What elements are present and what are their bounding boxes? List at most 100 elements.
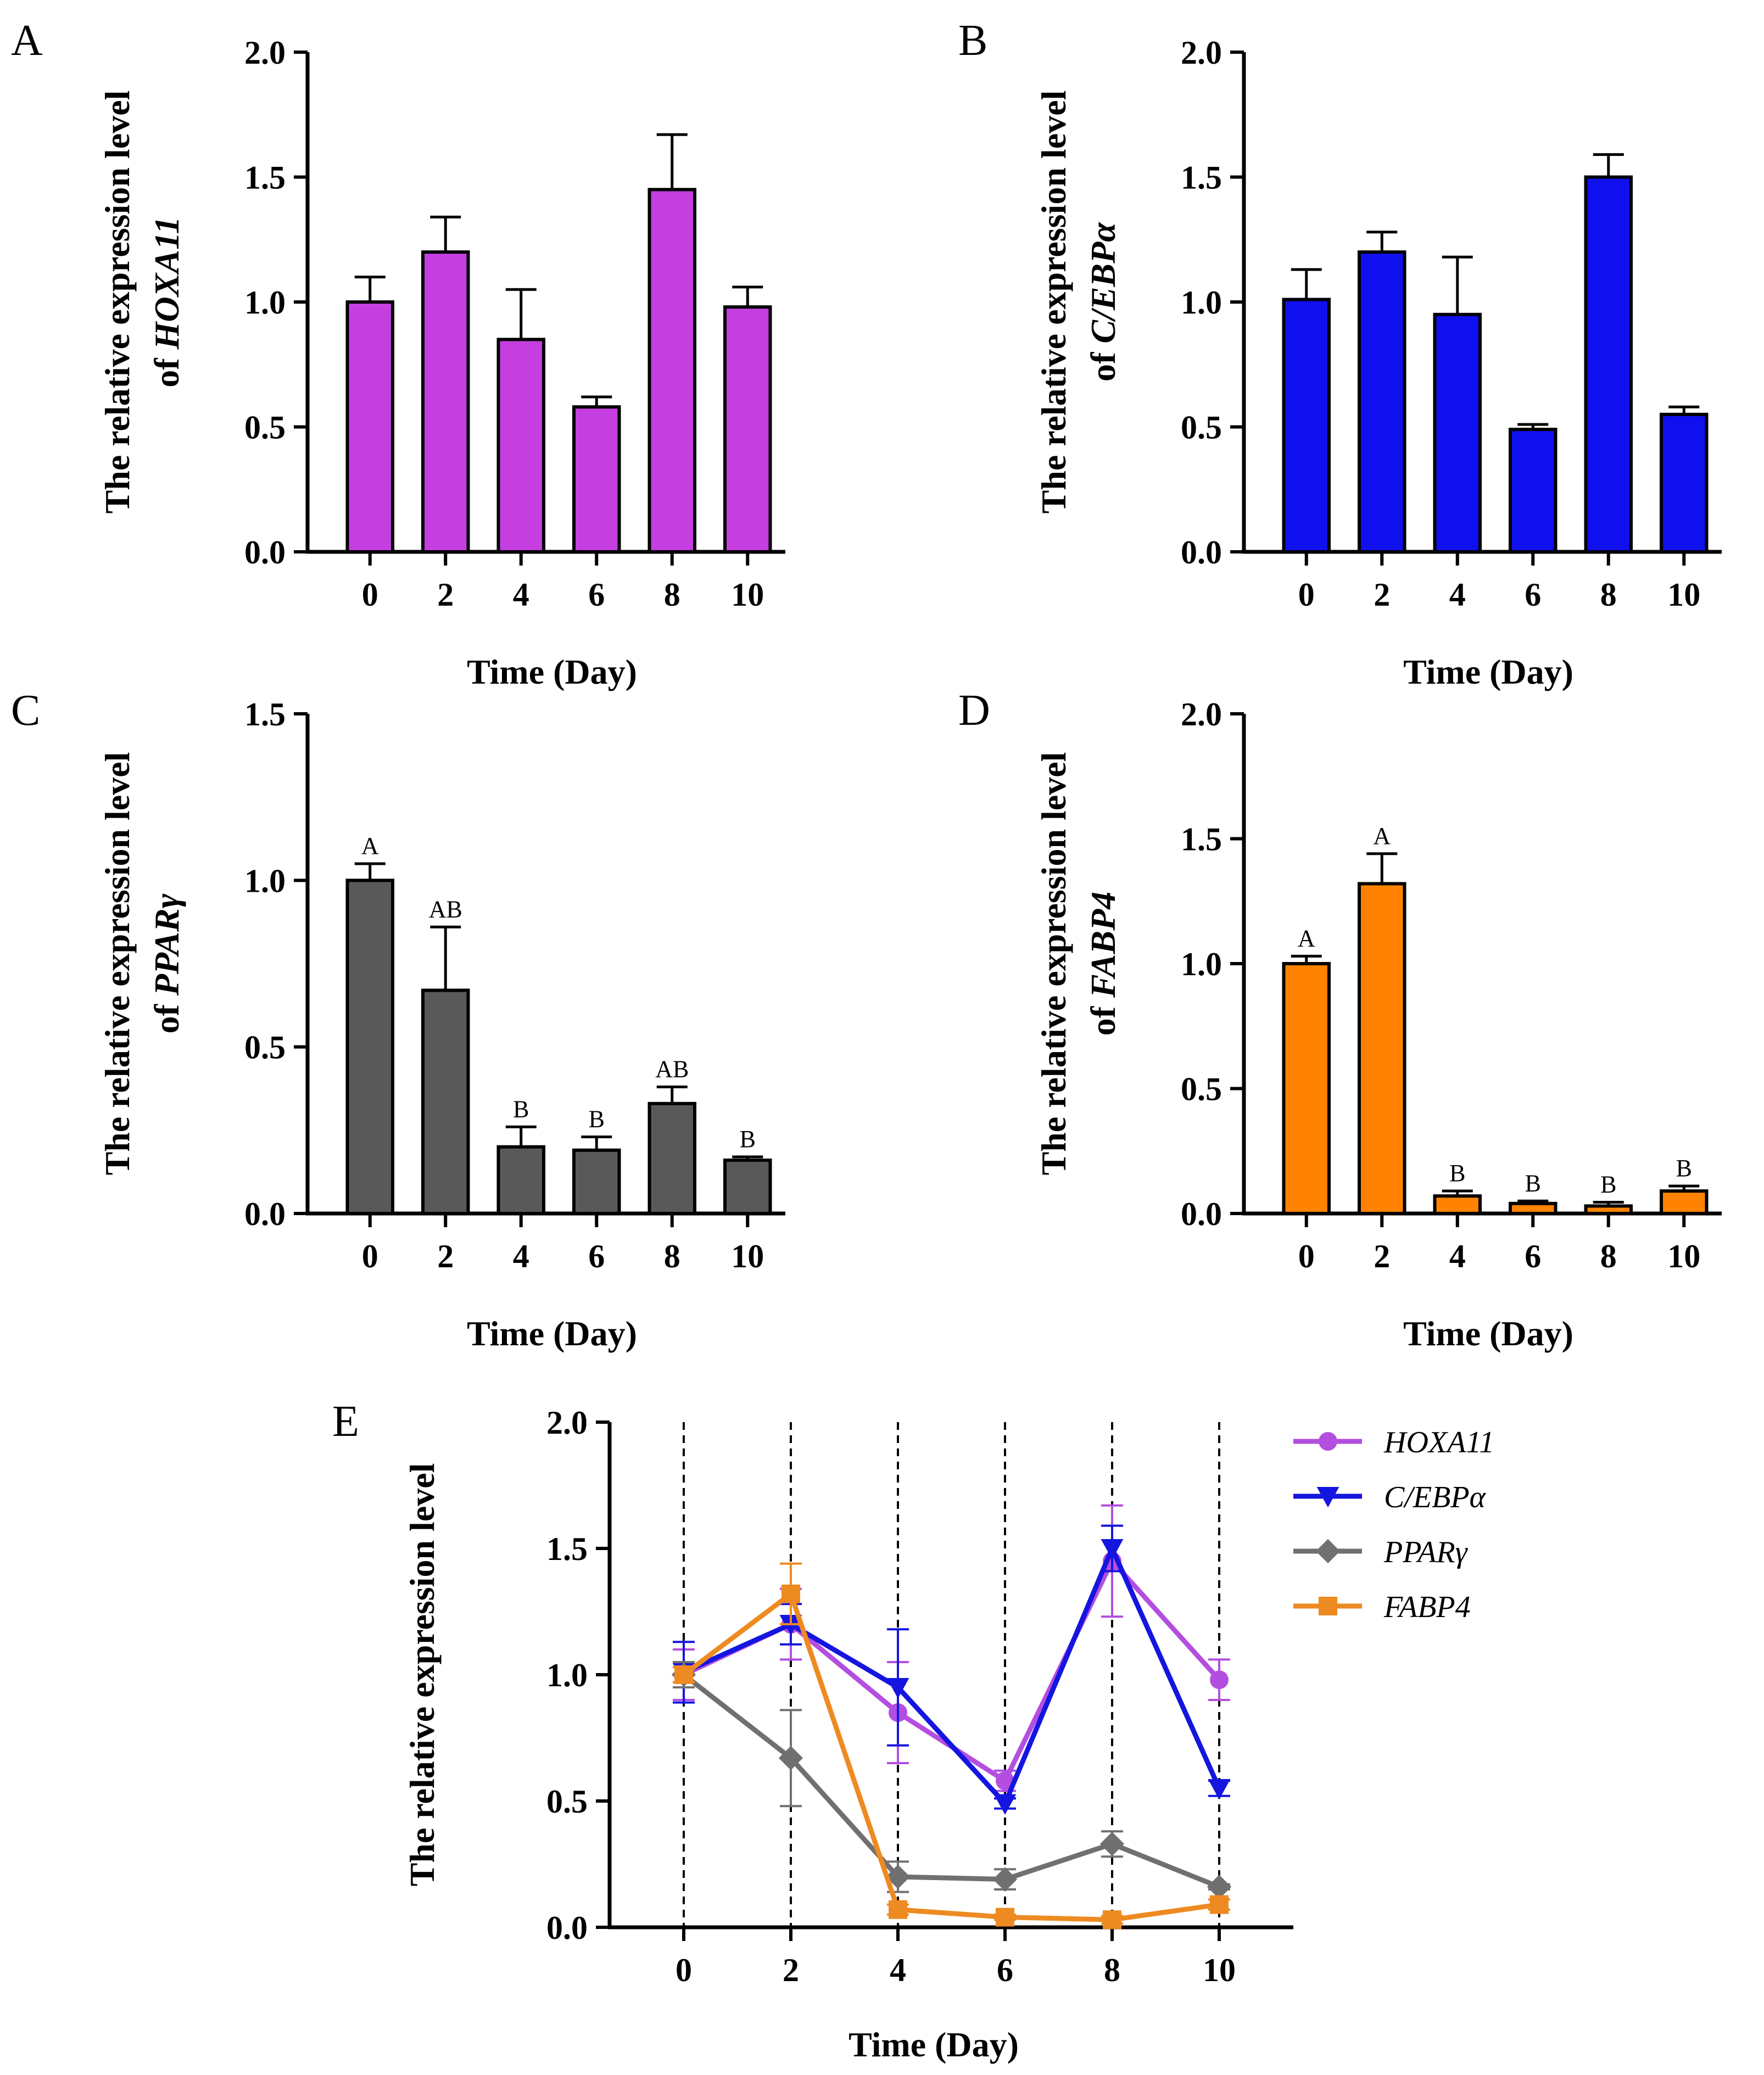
x-tick-label: 6	[997, 1952, 1013, 1988]
x-axis-title: Time (Day)	[467, 1314, 637, 1353]
bar	[421, 250, 470, 553]
y-tick-label: 1.0	[1181, 284, 1222, 321]
y-axis-prefix: of	[147, 349, 186, 387]
significance-label: B	[589, 1105, 605, 1132]
legend-label: C/EBPα	[1384, 1480, 1487, 1514]
panel-label: C	[11, 686, 40, 735]
marker-square	[889, 1900, 907, 1919]
x-tick-label: 0	[1298, 1238, 1315, 1274]
x-axis-title: Time (Day)	[1403, 1314, 1573, 1353]
x-tick-label: 10	[731, 577, 764, 613]
series-line	[683, 1542, 1222, 1808]
significance-label: AB	[655, 1055, 689, 1082]
x-tick-label: 4	[513, 1238, 529, 1274]
y-axis-gene: HOXA11	[147, 216, 186, 350]
significance-label: A	[1373, 823, 1391, 849]
marker-square	[674, 1665, 693, 1684]
bar	[572, 1148, 621, 1216]
panel-label: D	[958, 686, 990, 735]
y-axis-title: The relative expression level	[98, 752, 137, 1176]
marker-triangle	[1101, 1539, 1124, 1560]
y-tick-label: 0.5	[244, 410, 286, 446]
x-axis-title: Time (Day)	[467, 652, 637, 691]
significance-label: A	[1298, 925, 1315, 952]
x-tick-label: 2	[1374, 577, 1390, 613]
y-tick-label: 2.0	[546, 1405, 588, 1441]
x-tick-label: 8	[664, 577, 680, 613]
marker-triangle	[886, 1678, 909, 1699]
x-tick-label: 2	[1374, 1238, 1390, 1274]
y-tick-label: 0.5	[244, 1030, 286, 1066]
bar	[1509, 428, 1558, 553]
panel-D: D 0.0 0.5 1.0 1.5 2.0 0 A 2 A 4 B 6 B 8 B 10 B Time (Day) T…	[958, 686, 1722, 1353]
panel-label: A	[11, 16, 43, 65]
y-axis-gene: FABP4	[1084, 892, 1123, 998]
y-axis-prefix: of	[147, 995, 186, 1033]
significance-label: B	[1449, 1160, 1465, 1187]
y-tick-label: 0.0	[1181, 534, 1222, 571]
y-tick-label: 1.0	[244, 284, 286, 321]
y-tick-label: 0.0	[546, 1910, 588, 1946]
panel-C: C 0.0 0.5 1.0 1.5 0 A 2 AB 4 B 6 B 8 AB 10 B Time (Day) Th…	[11, 686, 785, 1353]
x-tick-label: 8	[1104, 1952, 1120, 1988]
marker-triangle	[1316, 1487, 1339, 1508]
bar	[1433, 1194, 1482, 1215]
x-tick-label: 4	[1449, 577, 1466, 613]
bar	[723, 305, 772, 553]
y-tick-label: 2.0	[1181, 696, 1222, 732]
series-cebp	[672, 1524, 1231, 1815]
marker-diamond	[1099, 1832, 1125, 1856]
bar	[1282, 962, 1331, 1215]
bar	[647, 188, 696, 553]
x-axis-title: Time (Day)	[1403, 652, 1573, 691]
y-axis-title: The relative expression level	[1034, 752, 1073, 1176]
bar	[421, 988, 470, 1215]
y-tick-label: 1.5	[244, 696, 286, 732]
x-tick-label: 10	[1203, 1952, 1236, 1988]
x-tick-label: 0	[362, 1238, 378, 1274]
x-tick-label: 2	[783, 1952, 799, 1988]
marker-circle	[1210, 1670, 1229, 1690]
y-tick-label: 0.5	[546, 1783, 588, 1820]
y-axis-title: The relative expression level	[98, 91, 137, 514]
bar	[1584, 1204, 1633, 1216]
panel-E: E 0.0 0.5 1.0 1.5 2.0 0 2 4 6 8 10 Time (Day) The rel…	[332, 1397, 1494, 2064]
y-tick-label: 1.5	[1181, 821, 1222, 858]
y-tick-label: 1.5	[546, 1531, 588, 1567]
y-tick-label: 2.0	[1181, 35, 1222, 71]
y-tick-label: 1.0	[1181, 946, 1222, 982]
bar	[647, 1101, 696, 1216]
x-tick-label: 6	[1525, 1238, 1541, 1274]
y-axis-prefix: of	[1084, 998, 1123, 1036]
y-tick-label: 2.0	[244, 35, 286, 71]
series-line	[682, 1590, 1220, 1922]
x-tick-label: 8	[1600, 577, 1617, 613]
x-tick-label: 10	[1667, 1238, 1700, 1274]
x-tick-label: 2	[437, 1238, 454, 1274]
y-axis-prefix: of	[1084, 344, 1123, 382]
marker-triangle	[1208, 1779, 1231, 1800]
bar	[496, 1145, 545, 1216]
bar	[1358, 882, 1406, 1215]
y-axis-title: The relative expression level	[403, 1463, 442, 1887]
bar	[496, 338, 545, 553]
series-ppar	[671, 1661, 1232, 1899]
bar	[723, 1158, 772, 1216]
panel-B: B 0.0 0.5 1.0 1.5 2.0 0 2 4 6 8 10 Time (Day) The rel…	[958, 16, 1722, 691]
marker-diamond	[1207, 1875, 1232, 1899]
marker-triangle	[993, 1794, 1017, 1815]
x-tick-label: 4	[513, 577, 529, 613]
significance-label: B	[1525, 1170, 1541, 1196]
marker-circle	[1319, 1432, 1337, 1451]
marker-diamond	[992, 1867, 1018, 1892]
bar	[1660, 1189, 1709, 1216]
x-tick-label: 2	[437, 577, 454, 613]
marker-square	[781, 1584, 800, 1603]
legend-label: FABP4	[1383, 1590, 1471, 1624]
legend-label: PPARγ	[1383, 1535, 1469, 1569]
x-axis-title: Time (Day)	[848, 2025, 1019, 2064]
marker-square	[1210, 1895, 1229, 1914]
x-tick-label: 8	[664, 1238, 680, 1274]
y-tick-label: 0.0	[1181, 1196, 1222, 1232]
legend-label: HOXA11	[1383, 1425, 1494, 1459]
